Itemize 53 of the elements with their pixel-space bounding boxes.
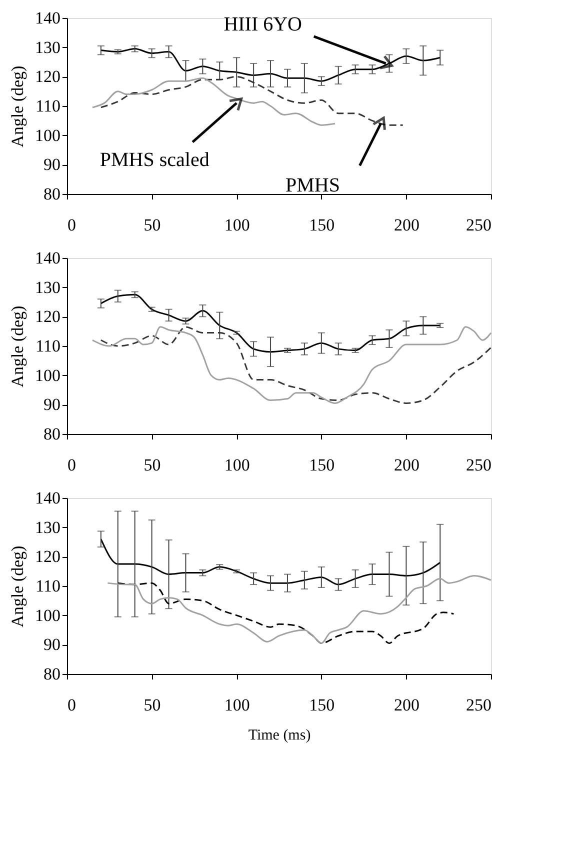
y-tick-label: 130: [35, 278, 60, 297]
y-tick-label: 100: [35, 366, 60, 385]
y-tick-label: 100: [35, 606, 60, 625]
y-axis-title: Angle (deg): [8, 306, 27, 388]
y-tick-label: 140: [35, 8, 60, 28]
y-tick-label: 140: [35, 248, 60, 268]
x-tick-label: 250: [466, 696, 492, 714]
y-tick-label: 120: [35, 307, 60, 326]
annotation: HIII 6YO: [224, 13, 302, 36]
y-tick-label: 80: [44, 184, 60, 204]
annotation: PMHS scaled: [100, 149, 210, 172]
y-axis-title: Angle (deg): [8, 546, 27, 628]
y-tick-label: 110: [36, 576, 60, 596]
x-tick-label: 0: [68, 456, 76, 474]
y-tick-label: 110: [36, 336, 60, 356]
y-axis-title: Angle (deg): [8, 66, 27, 148]
x-tick-label: 0: [68, 216, 76, 234]
y-tick-label: 140: [35, 488, 60, 508]
x-tick-label: 150: [309, 216, 335, 234]
line-series: [100, 76, 404, 126]
annotation: PMHS: [286, 174, 340, 197]
x-tick-label: 50: [144, 696, 161, 714]
x-tick-label: 200: [394, 216, 420, 234]
x-tick-label: 250: [466, 456, 492, 474]
x-tick-label: 0: [68, 696, 76, 714]
y-tick-label: 100: [35, 126, 60, 145]
y-tick-label: 110: [36, 96, 60, 116]
y-tick-label: 80: [44, 664, 60, 684]
line-series: [100, 538, 441, 586]
line-series: [100, 294, 441, 353]
y-tick-label: 130: [35, 518, 60, 537]
line-series: [92, 77, 336, 126]
x-axis-title: Time (ms): [248, 728, 311, 744]
x-tick-label: 200: [394, 456, 420, 474]
line-series: [100, 48, 441, 82]
x-tick-label: 100: [224, 456, 250, 474]
y-tick-label: 80: [44, 424, 60, 444]
x-tick-label: 250: [466, 216, 492, 234]
x-tick-label: 200: [394, 696, 420, 714]
y-tick-label: 90: [44, 395, 60, 414]
line-series: [117, 582, 454, 644]
x-tick-label: 50: [144, 456, 161, 474]
x-tick-label: 150: [309, 456, 335, 474]
y-tick-label: 90: [44, 155, 60, 174]
x-tick-label: 100: [224, 216, 250, 234]
y-tick-label: 120: [35, 547, 60, 566]
y-tick-label: 90: [44, 635, 60, 654]
x-tick-label: 100: [224, 696, 250, 714]
x-tick-label: 50: [144, 216, 161, 234]
line-series: [106, 574, 492, 644]
x-tick-label: 150: [309, 696, 335, 714]
y-tick-label: 120: [35, 67, 60, 86]
y-tick-label: 130: [35, 38, 60, 57]
